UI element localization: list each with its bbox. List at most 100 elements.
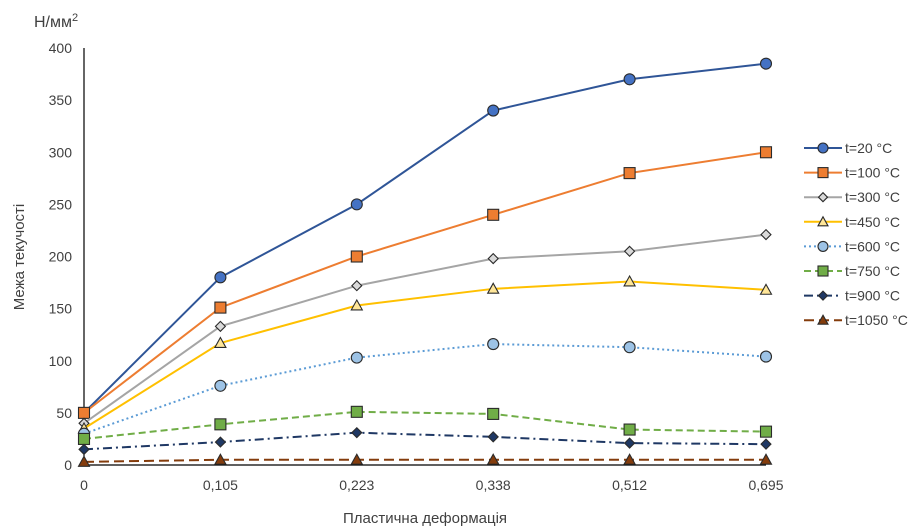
y-tick-label: 100 <box>49 353 73 369</box>
legend-entry: t=600 °C <box>804 238 900 254</box>
y-tick-label: 200 <box>49 249 73 265</box>
legend-entry: t=300 °C <box>804 189 900 205</box>
y-unit-label: Н/мм2 <box>34 12 78 31</box>
data-point <box>350 198 363 211</box>
data-point <box>487 338 500 351</box>
data-point <box>486 453 500 465</box>
legend-label: t=900 °C <box>845 288 900 304</box>
series-7 <box>78 426 772 456</box>
legend-label: t=1050 °C <box>845 312 908 328</box>
data-point <box>487 407 500 420</box>
legend-marker <box>817 314 829 325</box>
data-point <box>623 437 636 449</box>
legend-marker <box>817 215 829 227</box>
legend-label: t=450 °C <box>845 214 900 230</box>
data-point <box>759 453 773 465</box>
legend-entry: t=750 °C <box>804 263 900 279</box>
legend-marker <box>817 240 829 252</box>
y-tick-label: 250 <box>49 196 73 212</box>
legend-label: t=300 °C <box>845 189 900 205</box>
y-tick-labels: 0 50 100 150 200 250 300 350 400 <box>49 40 73 473</box>
data-point <box>214 271 227 284</box>
legend-marker <box>817 191 829 203</box>
data-point <box>350 250 363 263</box>
data-point <box>214 436 227 448</box>
legend-entry: t=450 °C <box>804 214 900 230</box>
x-tick-labels: 0 0,105 0,223 0,338 0,512 0,695 <box>80 477 784 493</box>
legend-label: t=600 °C <box>845 238 900 254</box>
legend-marker <box>817 265 829 277</box>
data-point <box>623 167 636 180</box>
data-point <box>759 425 773 438</box>
x-axis-title: Пластична деформація <box>343 510 507 527</box>
series-5 <box>77 338 773 440</box>
legend-entry: t=100 °C <box>804 165 900 181</box>
data-point <box>214 320 227 333</box>
series-line <box>83 410 767 440</box>
series-line <box>83 151 767 414</box>
data-point <box>487 104 500 117</box>
x-tick-label: 0,695 <box>748 477 783 493</box>
series-line <box>83 280 767 430</box>
series-line <box>83 458 766 463</box>
series-layer <box>77 57 773 467</box>
data-point <box>760 228 772 241</box>
legend-entry: t=20 °C <box>804 140 892 156</box>
data-point <box>623 73 636 86</box>
data-point <box>350 351 363 364</box>
legend-marker <box>817 167 829 179</box>
legend-entry: t=900 °C <box>804 288 900 304</box>
data-point <box>487 431 499 443</box>
y-tick-label: 350 <box>49 92 73 108</box>
data-point <box>77 432 91 445</box>
data-point <box>350 405 363 418</box>
data-point <box>214 379 227 392</box>
data-point <box>487 252 499 265</box>
legend-marker <box>817 290 829 301</box>
y-axis-title: Межа текучості <box>11 204 28 311</box>
data-point <box>350 453 364 465</box>
data-point <box>623 453 637 465</box>
series-line <box>83 233 767 425</box>
y-tick-label: 50 <box>56 405 72 421</box>
series-2 <box>77 146 773 419</box>
series-line <box>83 343 767 435</box>
data-point <box>78 443 90 456</box>
data-point <box>623 274 637 287</box>
y-tick-label: 0 <box>64 457 72 473</box>
data-point <box>351 279 363 292</box>
data-point <box>213 453 227 465</box>
y-tick-label: 150 <box>49 301 73 317</box>
legend: t=20 °C t=100 °C t=300 °C t=450 °C t=600 °C t… <box>804 140 908 328</box>
y-tick-label: 400 <box>49 40 73 56</box>
legend-label: t=20 °C <box>845 140 892 156</box>
data-point <box>623 423 636 436</box>
x-tick-label: 0,105 <box>203 477 238 493</box>
series-line <box>83 62 767 414</box>
data-point <box>759 146 773 159</box>
series-8 <box>77 453 773 467</box>
x-tick-label: 0,512 <box>612 477 647 493</box>
data-point <box>759 350 773 363</box>
legend-marker <box>817 142 829 154</box>
data-point <box>486 282 500 294</box>
data-point <box>350 298 364 311</box>
series-1 <box>77 57 773 419</box>
data-point <box>759 57 773 70</box>
y-tick-label: 300 <box>49 144 73 160</box>
series-4 <box>77 274 773 434</box>
data-point <box>759 283 773 295</box>
series-line <box>83 431 767 451</box>
legend-label: t=750 °C <box>845 263 900 279</box>
data-point <box>77 455 91 467</box>
data-point <box>213 336 227 348</box>
x-tick-label: 0,223 <box>339 477 374 493</box>
data-point <box>77 406 91 419</box>
legend-entry: t=1050 °C <box>804 312 908 328</box>
data-point <box>487 208 500 221</box>
data-point <box>214 418 227 431</box>
data-point <box>623 245 636 258</box>
x-tick-label: 0,338 <box>476 477 511 493</box>
series-6 <box>77 405 773 445</box>
